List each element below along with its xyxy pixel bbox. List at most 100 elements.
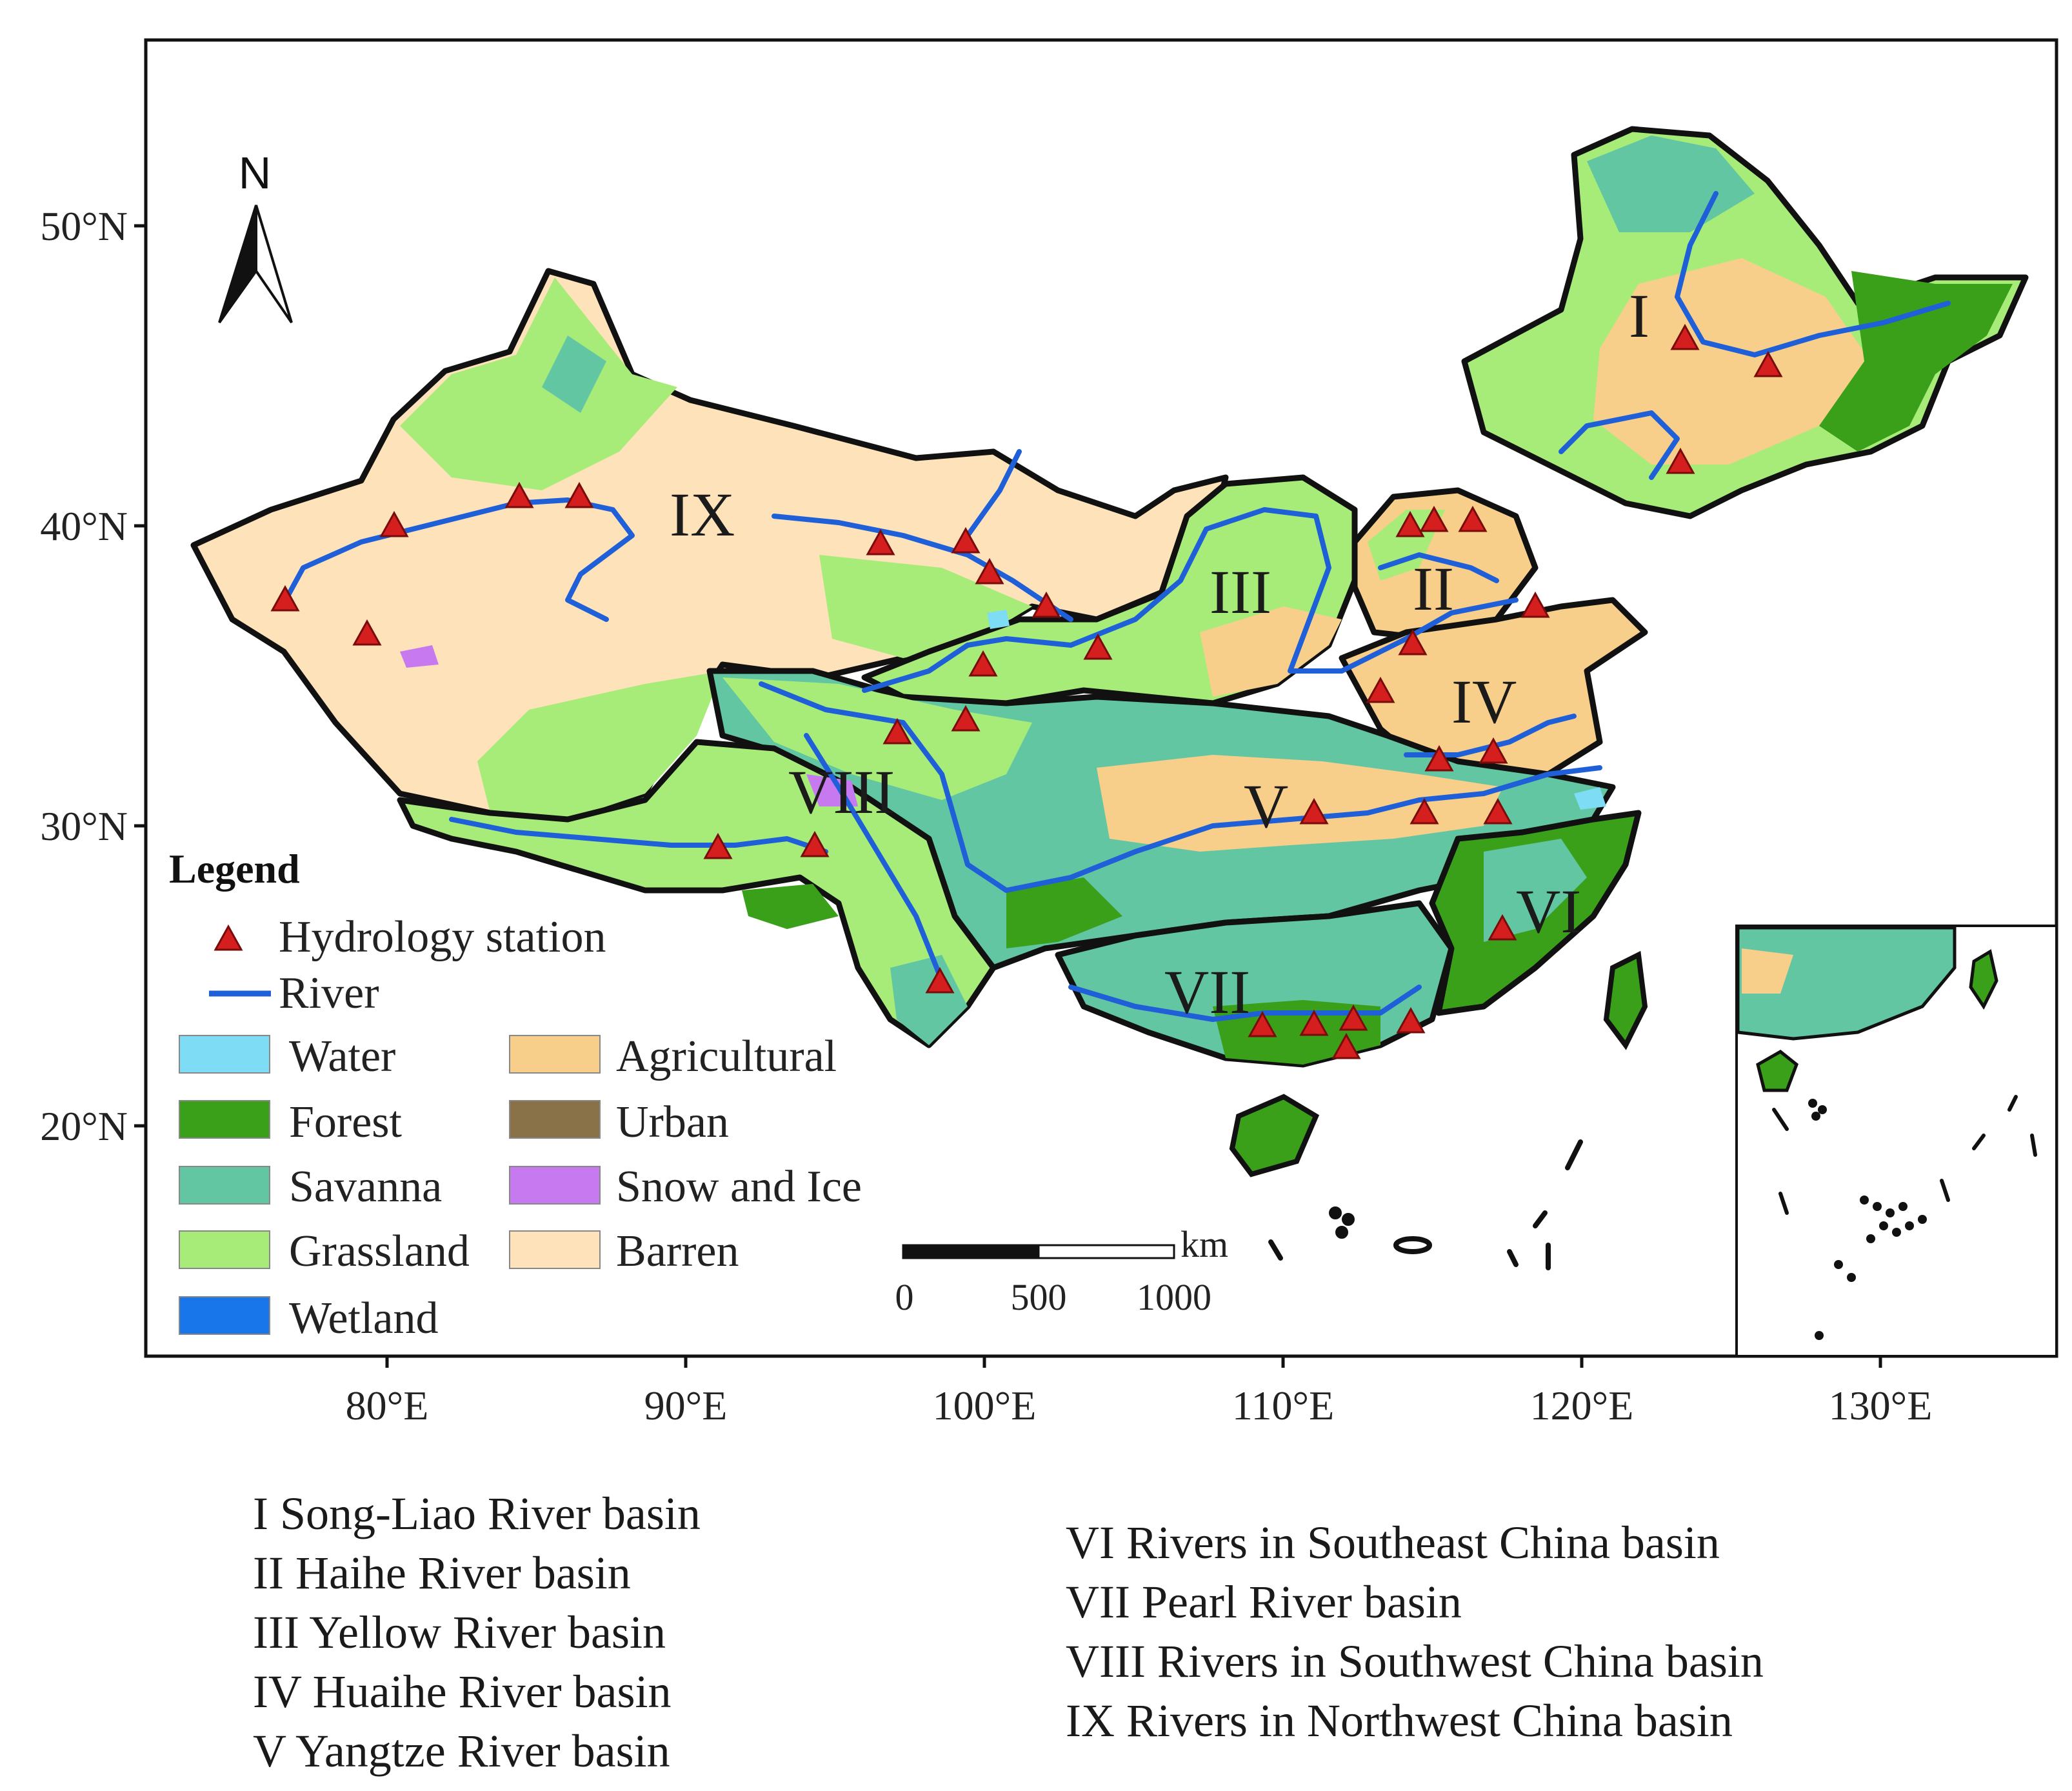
station-marker [882, 717, 912, 745]
station-marker [1395, 510, 1425, 537]
river-liao [1559, 410, 1680, 480]
lon-label: 90°E [644, 1383, 728, 1428]
station-marker [1479, 737, 1508, 764]
river-songhua [1675, 191, 1951, 357]
station-marker [1299, 797, 1329, 825]
station-marker [1520, 591, 1550, 618]
basin-label-i: I [1629, 281, 1649, 350]
se-savanna [1484, 839, 1587, 942]
legend-station-label: Hydrology station [279, 912, 606, 962]
station-marker [1424, 745, 1454, 772]
caption-line: IV Huaihe River basin [253, 1666, 672, 1717]
nw-savanna [542, 335, 606, 413]
station-marker [975, 557, 1004, 585]
north-arrow-right-half [255, 205, 293, 324]
river-brahmaputra [449, 817, 828, 854]
inset-islands [1808, 1099, 1927, 1340]
scale-tick-1000: 1000 [1137, 1276, 1211, 1318]
legend-swatch-grassland [179, 1230, 270, 1269]
legend: Legend Hydrology station River Water For… [169, 846, 862, 1343]
legend-river-label: River [279, 968, 379, 1018]
legend-swatch-savanna [179, 1166, 270, 1205]
longitude-labels: 80°E 90°E 100°E 110°E 120°E 130°E [346, 1383, 1933, 1428]
station-marker [352, 619, 382, 646]
station-marker [1396, 1006, 1426, 1034]
basin-label-iv: IV [1451, 667, 1517, 736]
inset-dashes [1772, 1095, 2037, 1215]
legend-label-agricultural: Agricultural [616, 1032, 837, 1081]
caption-right: VI Rivers in Southeast China basin VII P… [1066, 1513, 1764, 1750]
caption-line: V Yangtze River basin [253, 1725, 670, 1777]
snow-patch [400, 645, 439, 668]
ne-agricultural [1593, 258, 1871, 465]
sw-forest [742, 884, 839, 929]
station-marker [1458, 505, 1488, 532]
water-patch [1574, 787, 1606, 810]
legend-label-snow-ice: Snow and Ice [616, 1162, 862, 1212]
legend-label-water: Water [289, 1032, 395, 1081]
yangtze-forest [1006, 877, 1122, 948]
caption-line: VIII Rivers in Southwest China basin [1066, 1636, 1764, 1687]
station-marker [379, 510, 409, 537]
legend-label-savanna: Savanna [289, 1162, 442, 1212]
river-hexi [772, 514, 1073, 622]
north-arrow-icon: N [218, 148, 293, 324]
basin-label-ix: IX [670, 480, 735, 549]
caption-line: IX Rivers in Northwest China basin [1066, 1695, 1733, 1746]
station-marker [951, 526, 981, 554]
basin-label-v: V [1244, 772, 1288, 841]
river-mekong [804, 733, 944, 983]
legend-label-forest: Forest [289, 1097, 403, 1147]
water-patch [987, 610, 1010, 629]
lat-label: 30°N [40, 803, 128, 849]
axis-ticks [134, 224, 1882, 1368]
lon-label: 110°E [1232, 1383, 1334, 1428]
legend-label-wetland: Wetland [289, 1294, 439, 1343]
scale-tick-0: 0 [895, 1276, 914, 1318]
caption-line: III Yellow River basin [253, 1606, 666, 1658]
station-marker [504, 481, 534, 508]
station-marker [1666, 447, 1695, 474]
river-tarim [281, 497, 635, 622]
station-marker [951, 705, 981, 732]
station-marker [1248, 1010, 1277, 1037]
scale-bar-white [1037, 1244, 1175, 1259]
station-marker [703, 832, 733, 859]
legend-title: Legend [169, 846, 300, 892]
latitude-labels: 50°N 40°N 30°N 20°N [40, 203, 128, 1149]
lat-label: 50°N [40, 203, 128, 249]
station-marker [1339, 1004, 1368, 1031]
station-marker [925, 966, 955, 994]
nw-grassland [400, 277, 677, 490]
basin-label-vi: VI [1516, 877, 1581, 946]
river-heihe [965, 449, 1022, 538]
ne-forest [1819, 271, 2013, 452]
station-marker [1331, 1032, 1361, 1059]
legend-swatch-urban [509, 1100, 601, 1139]
inset-agri [1742, 948, 1793, 994]
legend-swatch-snow-ice [509, 1166, 601, 1205]
station-marker [1398, 628, 1428, 655]
basin-labels: I II III IV V VI VII VIII IX [670, 281, 1649, 1026]
hydrology-stations [270, 323, 1783, 1059]
station-marker [800, 830, 830, 857]
caption-line: VI Rivers in Southeast China basin [1066, 1517, 1720, 1568]
legend-label-barren: Barren [616, 1226, 739, 1276]
caption-left: I Song-Liao River basin II Haihe River b… [253, 1484, 701, 1781]
north-label: N [239, 148, 272, 198]
basin-label-vii: VII [1164, 957, 1250, 1026]
river-yangtze [759, 681, 1602, 893]
station-marker [968, 650, 998, 677]
yangtze-agri [1097, 755, 1503, 852]
basin-label-ii: II [1413, 554, 1454, 623]
legend-station-icon [214, 924, 243, 951]
station-marker [1753, 350, 1783, 377]
scale-unit: km [1180, 1223, 1228, 1265]
station-marker [1410, 797, 1439, 825]
station-marker [1488, 914, 1517, 941]
hainan-island [1229, 1094, 1320, 1177]
station-marker [1031, 591, 1061, 618]
river-pearl [1068, 985, 1422, 1022]
station-marker [1299, 1009, 1329, 1036]
